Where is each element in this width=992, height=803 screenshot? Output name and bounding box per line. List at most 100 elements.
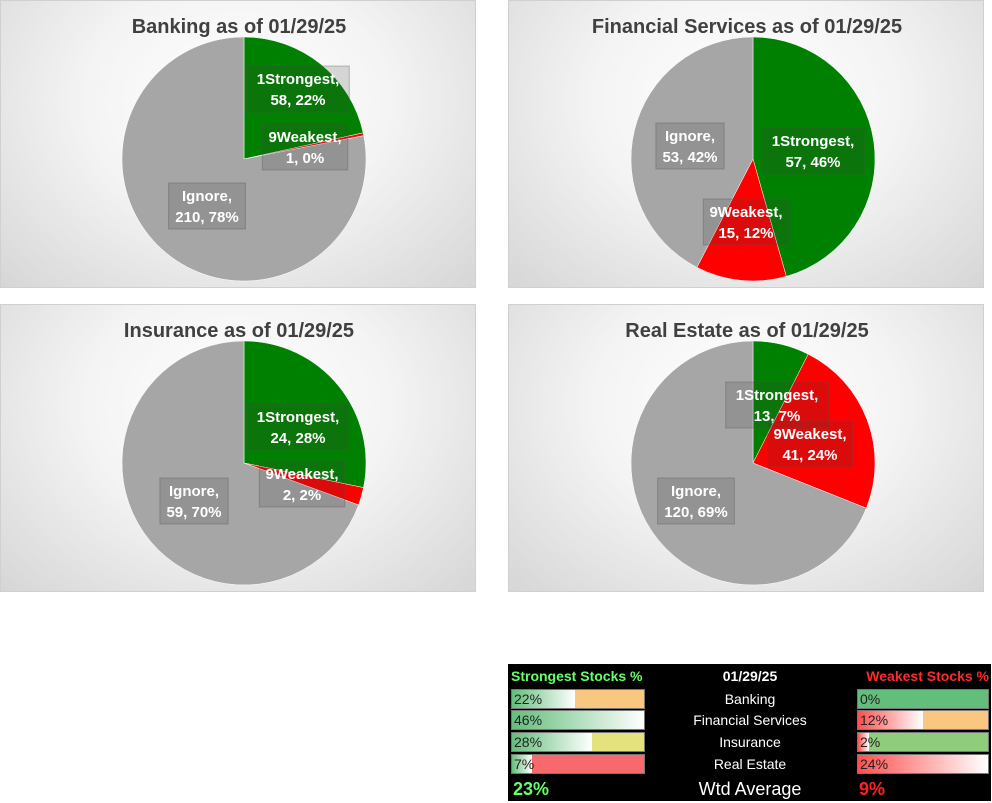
data-label: 1Strongest, 13, 7%: [725, 381, 829, 429]
data-label-category: Ignore,: [182, 188, 232, 205]
data-label: 9Weakest, 2, 2%: [258, 460, 346, 508]
data-label-category: 1Strongest,: [257, 409, 340, 426]
pie-slice-ignore: [630, 36, 754, 268]
chart-real-estate: Real Estate as of 01/29/25 1Strongest, 13,…: [508, 304, 984, 592]
strong-databar: [512, 755, 533, 773]
chart-svg: Banking as of 01/29/25 1Strongest, 58, 22%…: [121, 16, 367, 282]
data-label-value: 24, 28%: [270, 430, 325, 447]
pie-slice-1strongest: [243, 340, 367, 488]
table-row: 7% Real Estate 24%: [509, 754, 992, 774]
data-label-value: 210, 78%: [175, 209, 238, 226]
data-label-category: 9Weakest,: [265, 466, 338, 483]
data-label-value: 15, 12%: [718, 225, 773, 242]
data-label: 9Weakest, 1, 0%: [261, 123, 349, 171]
sector-name: Financial Services: [693, 712, 807, 728]
chart-banking: Banking as of 01/29/25 1Strongest, 58, 22%…: [0, 0, 476, 288]
weak-databar: [858, 755, 988, 773]
data-label-category: 9Weakest,: [268, 129, 341, 146]
data-label-box: [168, 182, 246, 230]
table-row: 28% Insurance 2%: [509, 732, 992, 752]
pie-slice-9weakest: [696, 158, 787, 282]
strongest-average: 23%: [513, 779, 550, 799]
chart-title: Banking as of 01/29/25: [132, 16, 347, 38]
data-label: 1Strongest, 24, 28%: [246, 403, 350, 451]
data-label: 9Weakest, 41, 24%: [766, 420, 854, 468]
strong-value: 46%: [514, 712, 543, 728]
pie-slice-ignore: [630, 340, 867, 586]
weak-cell: 0%: [857, 689, 989, 709]
data-label-box: [655, 122, 725, 170]
pie-slice-9weakest: [752, 353, 876, 509]
data-label: Ignore, 53, 42%: [655, 122, 725, 170]
data-label-category: 9Weakest,: [773, 426, 846, 443]
sector-name: Insurance: [719, 734, 781, 750]
strong-databar: [512, 711, 644, 729]
chart-financial-services: Financial Services as of 01/29/25 1Strong…: [508, 0, 984, 288]
chart-title: Real Estate as of 01/29/25: [625, 320, 868, 342]
pie-slice-ignore: [121, 36, 367, 282]
data-label-category: Ignore,: [169, 483, 219, 500]
data-label: Ignore, 210, 78%: [168, 182, 246, 230]
pie-slice-1strongest: [752, 36, 876, 277]
summary-date: 01/29/25: [722, 668, 778, 684]
strong-value: 28%: [514, 734, 543, 750]
weak-cell: 2%: [857, 732, 989, 752]
data-label-value: 53, 42%: [662, 149, 717, 166]
data-label-category: Ignore,: [671, 483, 721, 500]
data-label-box: [261, 123, 349, 171]
summary-table: Strongest Stocks % 01/29/25 Weakest Stoc…: [508, 664, 991, 801]
data-label: 1Strongest, 57, 46%: [761, 127, 865, 175]
weak-value: 12%: [860, 712, 889, 728]
data-label-value: 2, 2%: [283, 487, 321, 504]
strong-databar: [512, 733, 593, 751]
strong-cell: 46%: [511, 710, 645, 730]
strong-cell: 7%: [511, 754, 645, 774]
data-label-value: 1, 0%: [286, 150, 324, 167]
chart-svg: Financial Services as of 01/29/25 1Strong…: [592, 16, 902, 282]
data-label-box: [761, 127, 865, 175]
strong-cell: 22%: [511, 689, 645, 709]
weak-value: 0%: [860, 691, 881, 707]
data-label-box: [766, 420, 854, 468]
strong-cell: 28%: [511, 732, 645, 752]
data-label: Ignore, 120, 69%: [657, 477, 735, 525]
sector-name: Banking: [724, 691, 776, 707]
data-label-value: 59, 70%: [166, 504, 221, 521]
data-label-category: 9Weakest,: [709, 204, 782, 221]
data-label-box: [258, 460, 346, 508]
weakest-header: Weakest Stocks %: [866, 668, 989, 684]
data-label-box: [246, 65, 350, 113]
strong-value: 22%: [514, 691, 543, 707]
data-label-box: [702, 198, 790, 246]
weak-databar: [858, 711, 923, 729]
data-label-category: Ignore,: [665, 128, 715, 145]
pie-slice-1strongest: [243, 36, 364, 160]
data-label-box: [725, 381, 829, 429]
data-label-value: 41, 24%: [782, 447, 837, 464]
chart-title: Financial Services as of 01/29/25: [592, 16, 902, 38]
chart-svg: Insurance as of 01/29/25 1Strongest, 24, 2…: [121, 320, 367, 586]
chart-title: Insurance as of 01/29/25: [124, 320, 354, 342]
weakest-average: 9%: [859, 779, 886, 799]
strongest-header: Strongest Stocks %: [511, 668, 643, 684]
weak-cell: 12%: [857, 710, 989, 730]
data-label: 9Weakest, 15, 12%: [702, 198, 790, 246]
weak-value: 2%: [860, 734, 881, 750]
table-row: 46% Financial Services 12%: [509, 710, 992, 730]
pie-slice-ignore: [121, 340, 359, 586]
weak-databar: [858, 733, 869, 751]
data-label-value: 57, 46%: [785, 154, 840, 171]
data-label-box: [657, 477, 735, 525]
data-label: Ignore, 59, 70%: [159, 477, 229, 525]
chart-insurance: Insurance as of 01/29/25 1Strongest, 24, 2…: [0, 304, 476, 592]
data-label-box: [159, 477, 229, 525]
data-label: 1Strongest, 58, 22%: [246, 65, 350, 113]
weak-cell: 24%: [857, 754, 989, 774]
data-label-value: 120, 69%: [664, 504, 727, 521]
data-label-category: 1Strongest,: [257, 71, 340, 88]
strong-value: 7%: [514, 756, 535, 772]
weak-value: 24%: [860, 756, 889, 772]
strong-databar: [512, 690, 576, 708]
weighted-average-label: Wtd Average: [698, 779, 802, 799]
data-label-value: 13, 7%: [754, 408, 801, 425]
